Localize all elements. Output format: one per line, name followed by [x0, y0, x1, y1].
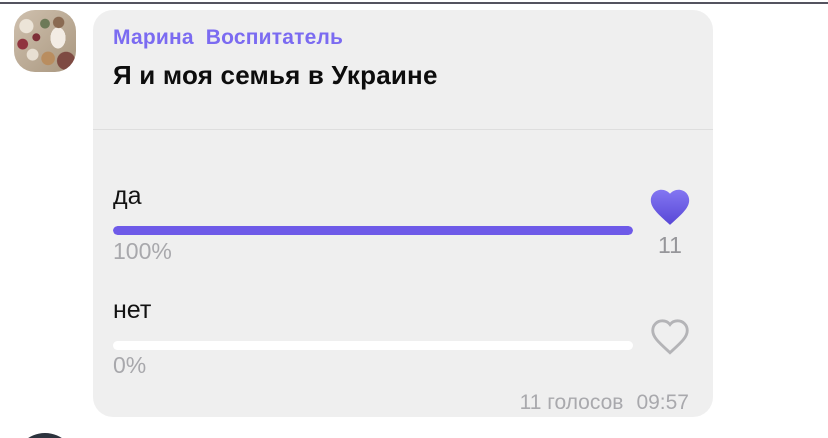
- total-votes-label: 11 голосов: [519, 391, 624, 414]
- sender-name[interactable]: Марина Воспитатель: [113, 26, 344, 49]
- poll-option-percent: 0%: [113, 352, 147, 378]
- poll-title: Я и моя семья в Украине: [113, 60, 438, 90]
- top-divider-rule: [0, 2, 828, 4]
- header-divider: [93, 129, 713, 130]
- poll-option-label[interactable]: нет: [113, 296, 152, 324]
- poll-option-label[interactable]: да: [113, 182, 142, 210]
- vote-button[interactable]: [647, 184, 693, 230]
- message-timestamp: 09:57: [636, 391, 689, 414]
- poll-message-bubble: Марина Воспитатель Я и моя семья в Украи…: [93, 10, 713, 417]
- poll-footer: 11 голосов 09:57: [520, 391, 689, 415]
- sender-avatar[interactable]: [14, 10, 76, 72]
- poll-option-percent: 100%: [113, 238, 172, 264]
- heart-filled-icon: [647, 184, 693, 230]
- poll-option-bar: [113, 226, 633, 235]
- next-message-avatar[interactable]: [14, 433, 76, 438]
- poll-option-bar: [113, 341, 633, 350]
- vote-count: 11: [658, 232, 682, 258]
- vote-button[interactable]: [647, 313, 693, 359]
- heart-outline-icon: [647, 313, 693, 359]
- poll-option-bar-fill: [113, 226, 633, 235]
